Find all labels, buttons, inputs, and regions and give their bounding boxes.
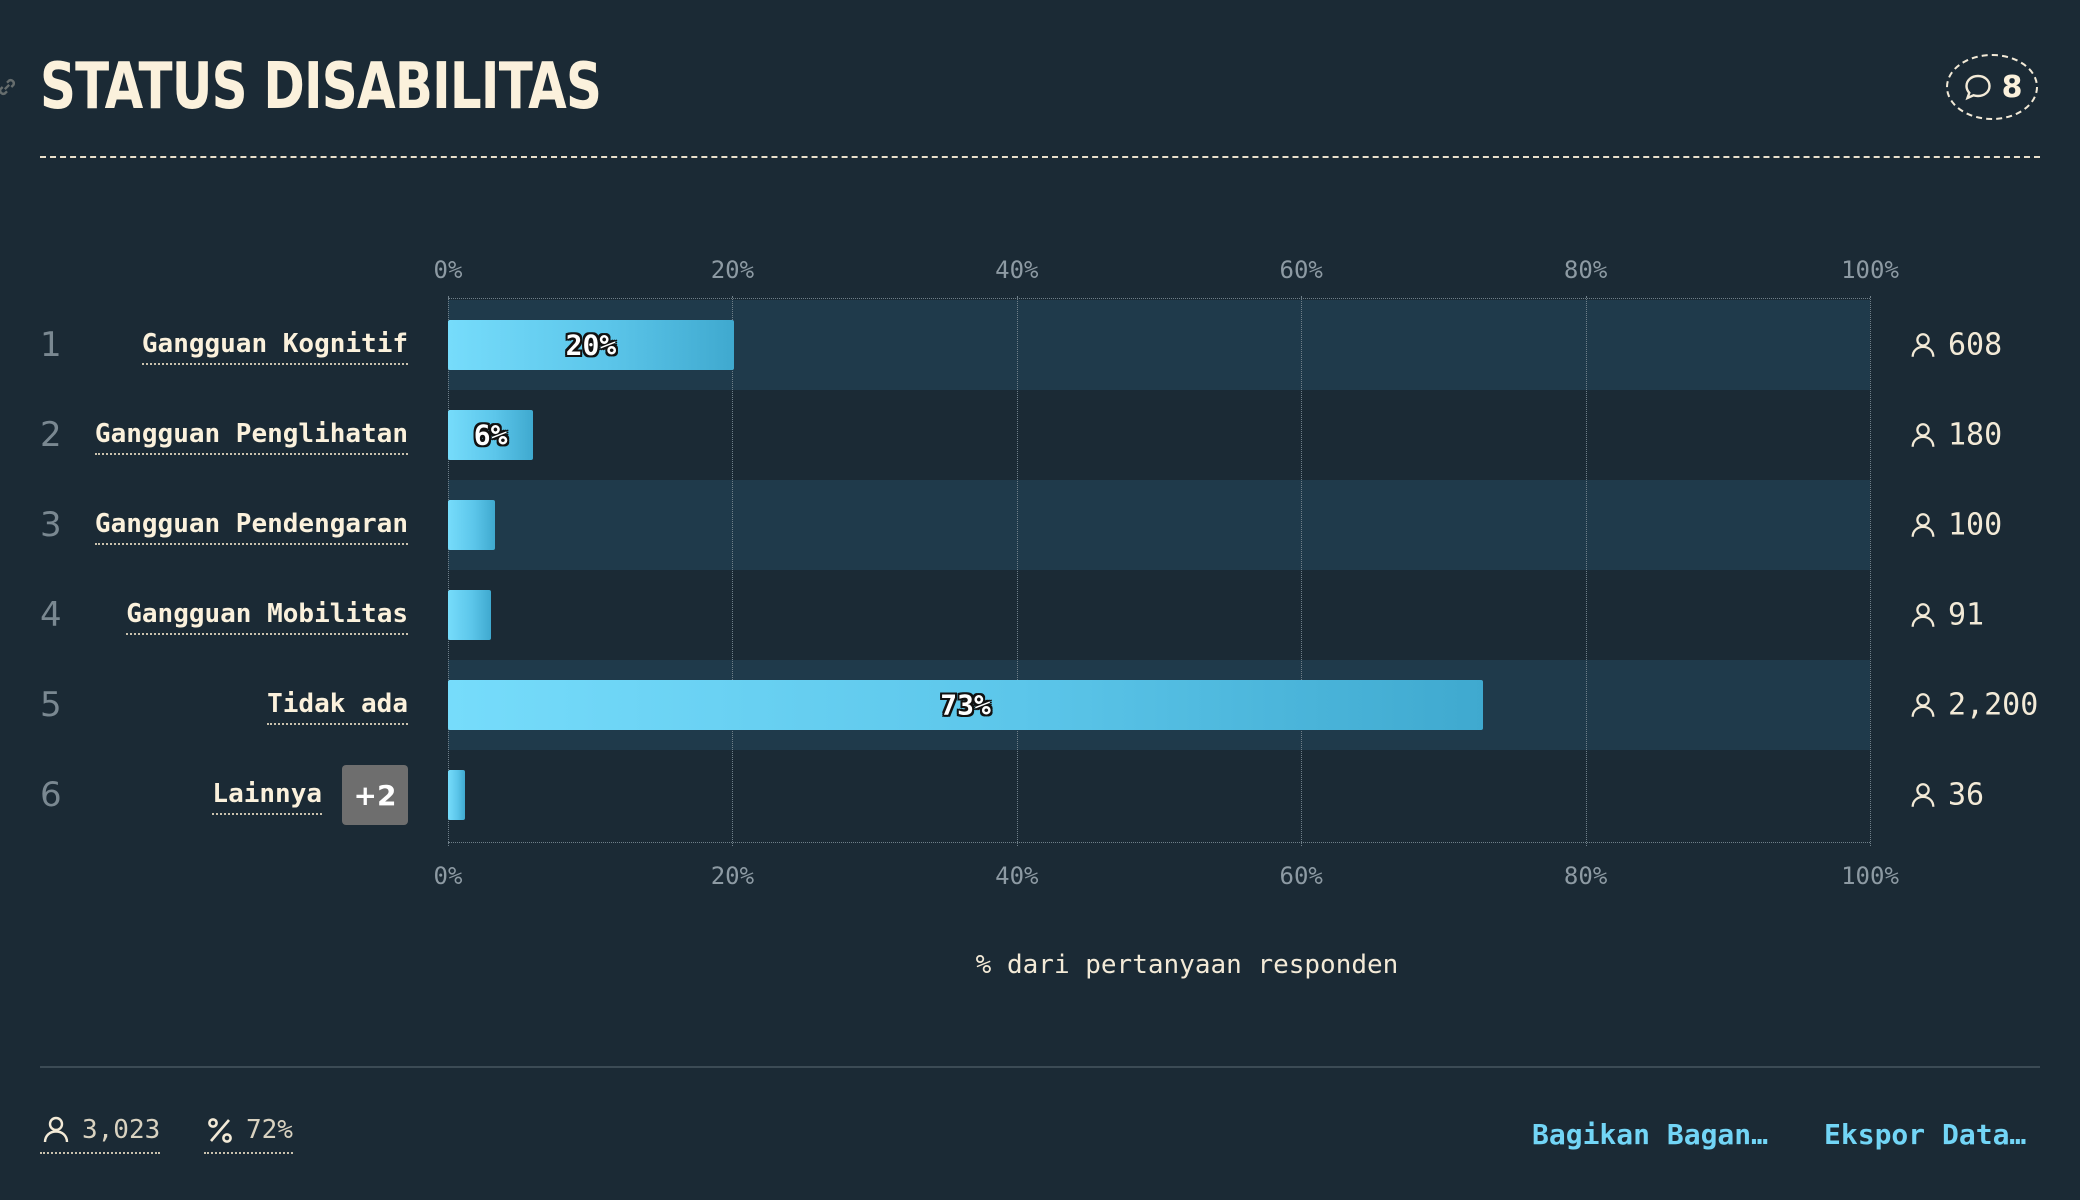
row-number: 5 [40, 685, 62, 725]
category-label[interactable]: Gangguan Kognitif [141, 329, 408, 365]
x-tick-label-bottom: 40% [995, 862, 1039, 890]
respondent-count-value: 36 [1948, 777, 1985, 813]
bar[interactable] [448, 770, 466, 820]
category-label[interactable]: Gangguan Mobilitas [126, 599, 408, 635]
respondent-count-value: 608 [1948, 327, 2003, 363]
bar-value-label: 6% [473, 418, 508, 452]
respondent-count-value: 91 [1948, 597, 1985, 633]
bar[interactable] [448, 590, 491, 640]
more-categories-badge[interactable]: +2 [342, 765, 408, 825]
row-number: 4 [40, 595, 62, 635]
person-icon [1911, 332, 1935, 357]
respondent-count: 36 [1908, 778, 1984, 813]
category-label[interactable]: Lainnya [212, 779, 322, 815]
x-tick-label-bottom: 80% [1563, 862, 1608, 890]
x-tick-label-top: 20% [710, 256, 755, 284]
gridline [1870, 296, 1871, 846]
respondent-count: 2,200 [1908, 688, 2038, 723]
row-band [448, 480, 1870, 570]
row-band [448, 390, 1870, 480]
category-label[interactable]: Gangguan Penglihatan [94, 419, 408, 455]
bar[interactable] [448, 320, 734, 370]
plot-top-line [448, 298, 1870, 299]
bar[interactable] [448, 680, 1484, 730]
chart-title: STATUS DISABILITAS [40, 50, 602, 124]
export-data-link[interactable]: Ekspor Data… [1824, 1118, 2027, 1151]
row-band [448, 570, 1870, 660]
person-icon [1911, 512, 1935, 537]
person-icon [43, 1116, 69, 1143]
bar-value-label: 20% [565, 328, 617, 362]
total-respondents-stat[interactable]: 3,023 [40, 1114, 161, 1154]
x-tick-label-bottom: 60% [1279, 862, 1323, 890]
respondent-count: 608 [1908, 328, 2002, 363]
category-label[interactable]: Tidak ada [267, 689, 408, 725]
respondent-count: 180 [1908, 418, 2002, 453]
footer-divider [40, 1066, 2040, 1068]
person-icon [1911, 782, 1935, 807]
x-tick-label-bottom: 0% [433, 862, 463, 890]
total-respondents-value: 3,023 [82, 1115, 161, 1145]
header-divider [40, 156, 2040, 158]
x-tick-label-bottom: 100% [1841, 862, 1899, 890]
respondent-count-value: 100 [1948, 507, 2003, 543]
person-icon [1911, 422, 1935, 447]
gridline [1585, 296, 1587, 846]
row-number: 6 [40, 775, 62, 815]
link-icon[interactable] [0, 74, 20, 100]
gridline [1016, 296, 1018, 846]
row-number: 2 [40, 415, 62, 455]
response-rate-stat[interactable]: 72% [204, 1114, 293, 1154]
x-tick-label-top: 60% [1279, 256, 1323, 284]
person-icon [1911, 602, 1935, 627]
plot-bottom-line [448, 842, 1870, 843]
bar[interactable] [448, 410, 534, 460]
category-label[interactable]: Gangguan Pendengaran [94, 509, 408, 545]
respondent-count-value: 2,200 [1948, 687, 2039, 723]
share-chart-link[interactable]: Bagikan Bagan… [1532, 1118, 1769, 1151]
row-number: 3 [40, 505, 62, 545]
respondent-count-value: 180 [1948, 417, 2003, 453]
x-tick-label-top: 0% [433, 256, 463, 284]
comment-count: 8 [2001, 69, 2023, 105]
percent-icon [208, 1118, 232, 1143]
respondent-count: 100 [1908, 508, 2002, 543]
bar-value-label: 73% [940, 688, 991, 722]
bar[interactable] [448, 500, 495, 550]
x-tick-label-top: 80% [1563, 256, 1608, 284]
gridline [1301, 296, 1303, 846]
comments-button[interactable]: 8 [1946, 54, 2038, 120]
gridline [448, 296, 449, 846]
speech-bubble-icon [1964, 74, 1991, 101]
x-tick-label-top: 100% [1841, 256, 1899, 284]
x-axis-title: % dari pertanyaan responden [975, 950, 1399, 980]
respondent-count: 91 [1908, 598, 1984, 633]
person-icon [1911, 692, 1935, 717]
gridline [732, 296, 734, 846]
response-rate-value: 72% [246, 1115, 293, 1145]
row-number: 1 [40, 325, 62, 365]
x-tick-label-bottom: 20% [710, 862, 755, 890]
row-band [448, 750, 1870, 840]
x-tick-label-top: 40% [995, 256, 1039, 284]
